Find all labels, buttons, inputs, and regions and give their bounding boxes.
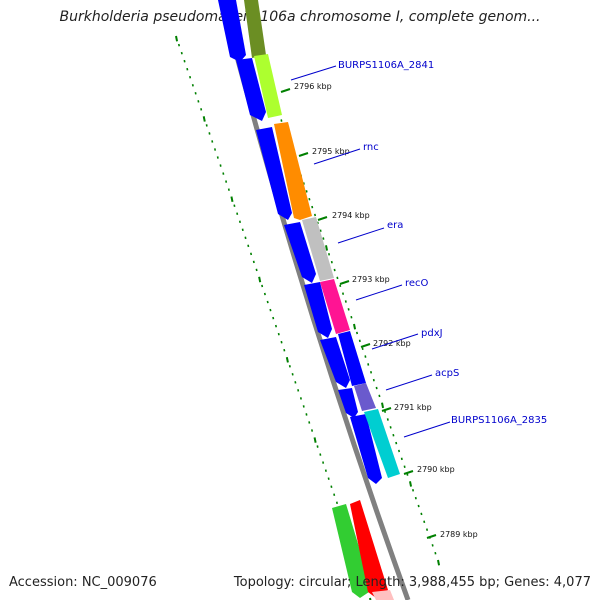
tick-dot (437, 559, 441, 566)
gene-label-acps[interactable]: acpS (435, 368, 459, 379)
forward-strand-features (244, 0, 400, 600)
tick-dot (230, 196, 234, 203)
top-gene-segment[interactable] (244, 0, 266, 58)
gene-shape-rnc[interactable] (274, 122, 312, 220)
tick-label-2790: 2790 kbp (417, 465, 455, 474)
blue-arrow-3[interactable] (284, 222, 316, 283)
gene-label-pdxj[interactable]: pdxJ (421, 328, 443, 339)
tick-marks (280, 88, 437, 539)
blue-arrow-7[interactable] (350, 414, 382, 484)
tick-label-2792: 2792 kbp (373, 339, 411, 348)
map-title: Burkholderia pseudomallei 1106a chromoso… (59, 9, 541, 25)
bottom-green-gene[interactable] (332, 504, 372, 598)
gene-shape-burps1106a-2835[interactable] (364, 409, 400, 478)
gene-label-burps1106a-2835[interactable]: BURPS1106A_2835 (451, 415, 547, 426)
tick-dot (285, 356, 289, 363)
gene-shape-pdxj[interactable] (338, 331, 366, 386)
blue-arrow-6[interactable] (338, 388, 358, 418)
tick-dot (369, 597, 372, 600)
outer-tick-ring (175, 35, 372, 600)
gene-label-reco[interactable]: recO (405, 278, 429, 289)
bottom-light-gene[interactable] (372, 590, 394, 600)
gene-labels: BURPS1106A_2841 rnc era recO pdxJ acpS B… (338, 60, 547, 426)
gene-shape-acps[interactable] (354, 383, 376, 411)
blue-arrow-0[interactable] (218, 0, 246, 62)
tick-label-2793: 2793 kbp (352, 275, 390, 284)
blue-arrow-4[interactable] (304, 282, 332, 338)
blue-arrow-1[interactable] (236, 58, 266, 121)
tick-label-2795: 2795 kbp (312, 147, 350, 156)
accession-text: Accession: NC_009076 (9, 575, 157, 590)
gene-shape-reco[interactable] (320, 279, 350, 334)
genome-summary-text: Topology: circular; Length: 3,988,455 bp… (233, 575, 591, 590)
tick-label-2789: 2789 kbp (440, 530, 478, 539)
tick-labels: 2796 kbp 2795 kbp 2794 kbp 2793 kbp 2792… (294, 82, 478, 539)
label-leaders (290, 65, 451, 438)
bottom-red-gene[interactable] (350, 500, 388, 598)
tick-dot (409, 481, 413, 487)
blue-arrow-5[interactable] (320, 337, 350, 388)
tick-label-2794: 2794 kbp (332, 211, 370, 220)
tick-dot (175, 35, 179, 42)
reverse-strand-features (218, 0, 382, 484)
tick-dot (353, 323, 357, 330)
gene-shape-era[interactable] (302, 217, 334, 281)
tick-dot (202, 116, 206, 122)
tick-dot (381, 402, 385, 409)
tick-dot (325, 245, 329, 251)
tick-dot (313, 437, 317, 443)
tick-label-2796: 2796 kbp (294, 82, 332, 91)
tick-label-2791: 2791 kbp (394, 403, 432, 412)
gene-label-era[interactable]: era (387, 220, 403, 231)
tick-dot (258, 276, 262, 283)
gene-label-rnc[interactable]: rnc (363, 142, 379, 153)
gene-shape-burps1106a-2841[interactable] (254, 54, 282, 118)
gene-label-burps1106a-2841[interactable]: BURPS1106A_2841 (338, 60, 434, 71)
blue-arrow-2[interactable] (256, 127, 292, 220)
